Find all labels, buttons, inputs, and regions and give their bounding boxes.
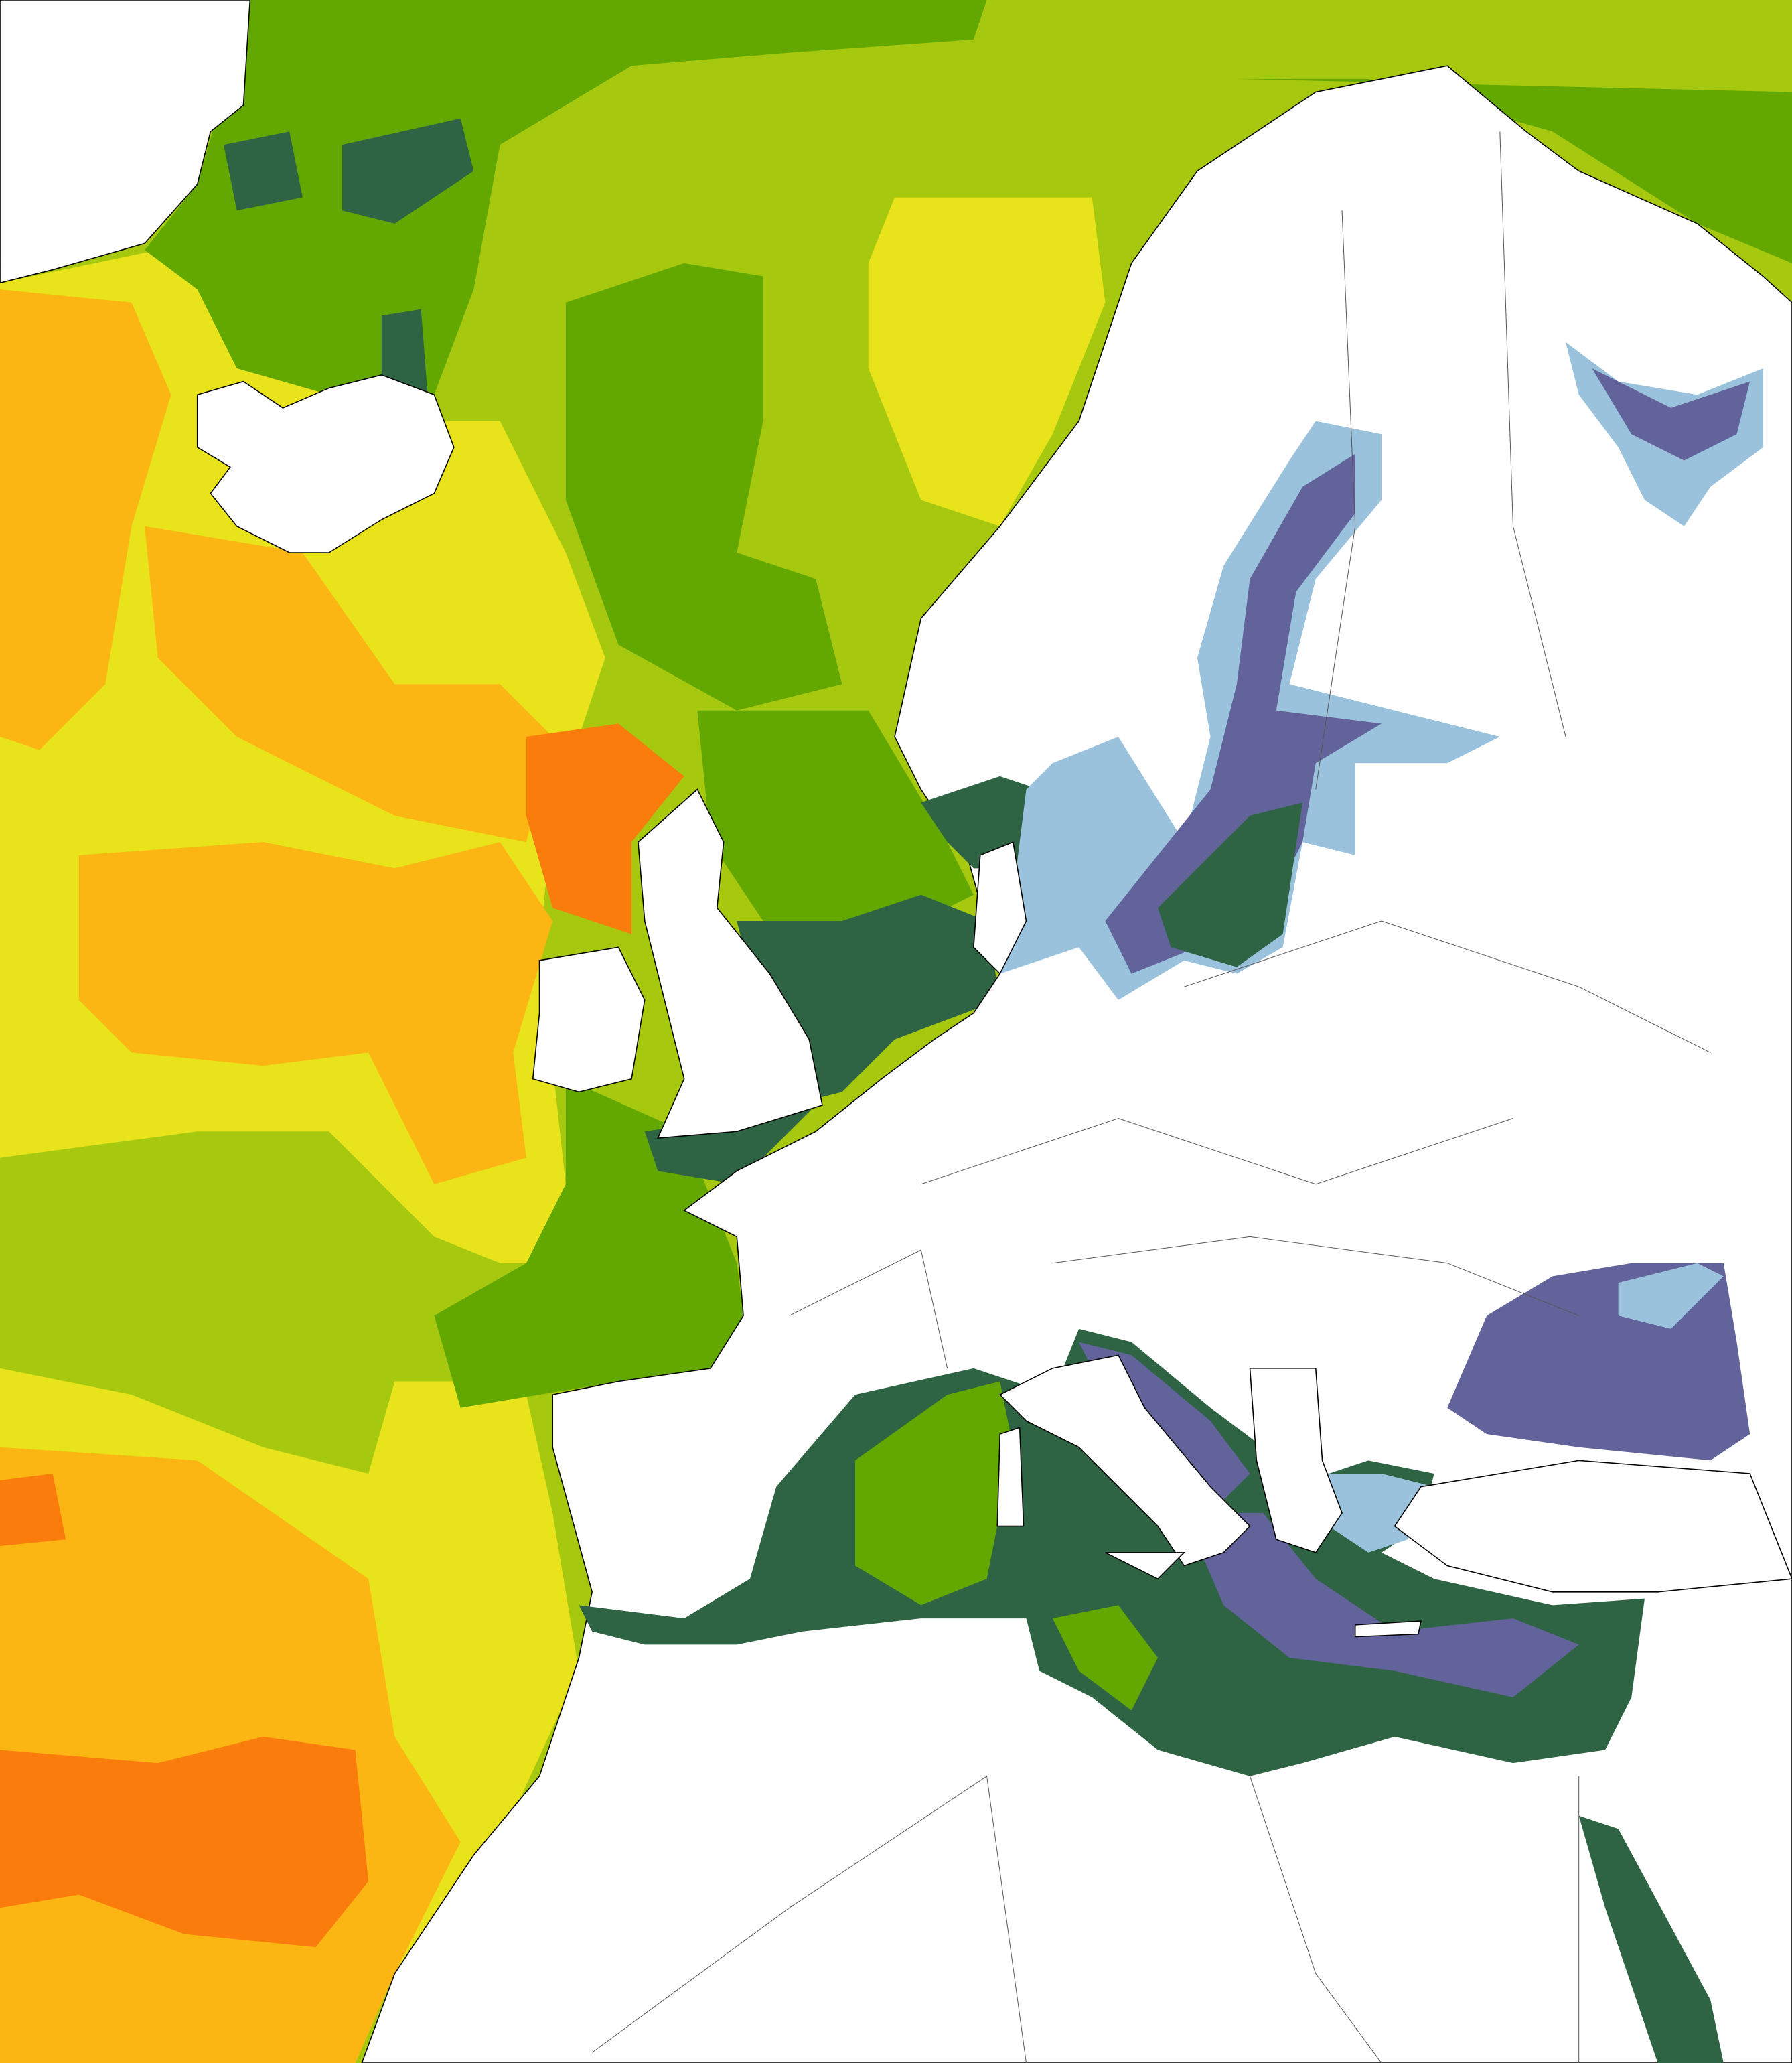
mediterranean-west bbox=[855, 1381, 1013, 1606]
italy bbox=[998, 1354, 1251, 1567]
denmark bbox=[973, 841, 1027, 975]
sicily bbox=[1105, 1552, 1186, 1580]
mediterranean-south bbox=[1052, 1605, 1158, 1711]
zone-yellow-green bbox=[0, 1131, 566, 1474]
baltic-south bbox=[1157, 802, 1303, 967]
white-sea-deep bbox=[1592, 368, 1750, 461]
greenland bbox=[0, 0, 251, 284]
iceland bbox=[196, 374, 455, 553]
continent bbox=[361, 65, 1792, 2063]
land-overlay bbox=[973, 841, 1792, 1638]
crete bbox=[1354, 1620, 1422, 1638]
anatolia bbox=[1394, 1460, 1792, 1593]
zone-orange bbox=[0, 723, 684, 1948]
britain bbox=[638, 788, 823, 1139]
baltic-sea-deep bbox=[1105, 453, 1382, 974]
black-sea-shelf bbox=[1618, 1263, 1724, 1329]
sardinia bbox=[996, 1427, 1025, 1527]
country-borders bbox=[591, 131, 1711, 2063]
greece bbox=[1249, 1368, 1343, 1553]
zone-yellow bbox=[868, 197, 1106, 526]
ireland bbox=[532, 946, 646, 1093]
mediterranean-deep bbox=[1184, 1512, 1579, 1697]
red-sea bbox=[1578, 1815, 1724, 2063]
